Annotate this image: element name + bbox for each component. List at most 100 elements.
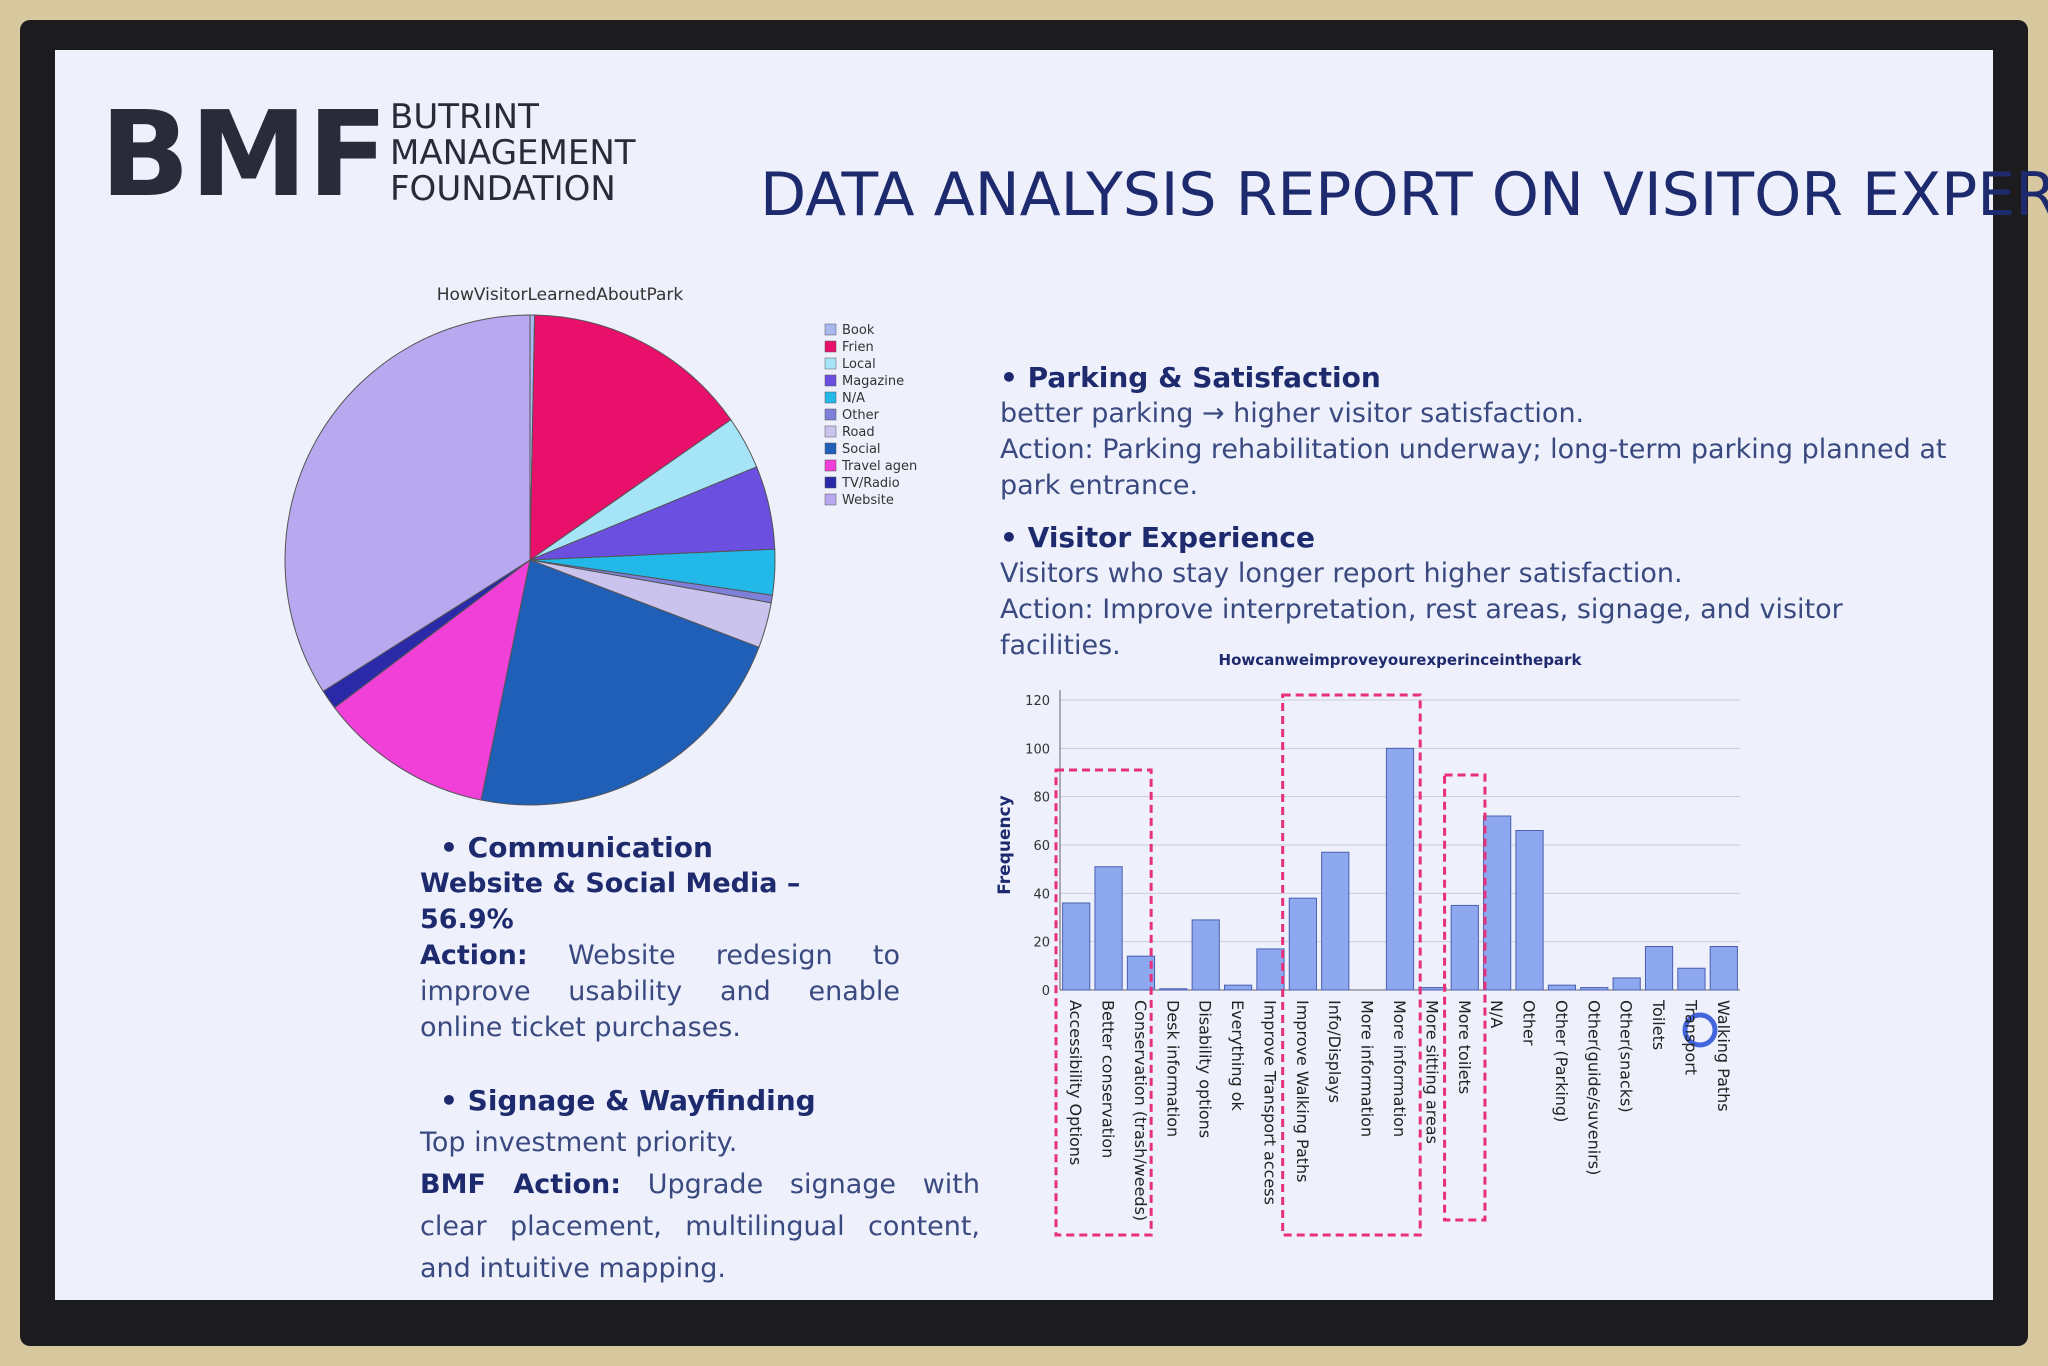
x-tick-label: Everything ok <box>1228 1000 1247 1112</box>
y-tick-label: 40 <box>1033 887 1050 902</box>
logo: BMF <box>100 85 388 223</box>
bar <box>1612 977 1641 991</box>
x-tick-label: Other (Parking) <box>1552 1000 1571 1122</box>
bar <box>1288 897 1317 991</box>
y-axis-label: Frequency <box>995 795 1015 895</box>
action-label: Action: <box>420 940 528 971</box>
x-tick-label: Improve Walking Paths <box>1293 1000 1312 1183</box>
bar <box>1450 904 1479 991</box>
action-text: Website redesign to improve usability an… <box>420 940 900 1043</box>
section-heading: Communication <box>420 830 900 866</box>
org-line: FOUNDATION <box>390 169 616 209</box>
y-tick-label: 100 <box>1025 742 1050 757</box>
section-heading: Visitor Experience <box>1000 520 1960 556</box>
bar <box>1094 866 1123 991</box>
bar <box>1483 815 1512 991</box>
highlight-box <box>1054 768 1153 1237</box>
bar <box>1159 988 1188 991</box>
legend-swatch <box>824 340 837 353</box>
x-tick-label: Info/Displays <box>1325 1000 1344 1103</box>
legend-swatch <box>824 442 837 455</box>
bar <box>1677 967 1706 991</box>
communication: Communication Website & Social Media – 5… <box>420 830 900 1046</box>
legend-label: Website <box>842 493 894 508</box>
section-line: Top investment priority. <box>420 1127 738 1158</box>
y-tick-label: 20 <box>1033 936 1050 951</box>
legend-label: N/A <box>842 391 865 406</box>
legend-swatch <box>824 391 837 404</box>
legend-swatch <box>824 408 837 421</box>
pie-slice <box>333 558 531 801</box>
highlight-box <box>1443 773 1487 1222</box>
org-line: MANAGEMENT <box>390 133 636 173</box>
chart-title: HowVisitorLearnedAboutPark <box>437 285 684 305</box>
x-tick-label: Other <box>1520 1000 1539 1046</box>
bar <box>1256 948 1285 991</box>
x-tick-label: Conservation (trash/weeds) <box>1131 1000 1150 1221</box>
x-tick-label: Accessibility Options <box>1066 1000 1085 1165</box>
action-text: Upgrade signage with clear placement, mu… <box>420 1169 980 1284</box>
legend-swatch <box>824 476 837 489</box>
x-tick-label: Better conservation <box>1099 1000 1118 1158</box>
legend-label: Social <box>842 442 881 457</box>
y-tick-label: 120 <box>1025 694 1050 709</box>
icon <box>1682 1012 1718 1048</box>
legend-swatch <box>824 493 837 506</box>
section-heading: Parking & Satisfaction <box>1000 360 1960 396</box>
signage: Signage & Wayfinding Top investment prio… <box>420 1080 980 1290</box>
y-tick-label: 60 <box>1033 839 1050 854</box>
bar <box>1547 984 1577 991</box>
legend-swatch <box>824 357 837 370</box>
section-heading: Signage & Wayfinding <box>420 1080 980 1122</box>
x-tick-label: Other(snacks) <box>1617 1000 1636 1113</box>
legend-label: Other <box>842 408 880 423</box>
chart-title: Howcanweimproveyourexperinceinthepark <box>1219 651 1583 669</box>
x-tick-label: Transport <box>1681 999 1700 1075</box>
y-tick-label: 0 <box>1042 984 1050 999</box>
x-tick-label: Desk information <box>1163 1000 1182 1137</box>
legend-label: Magazine <box>842 374 904 389</box>
section-line: Action: Parking rehabilitation underway;… <box>1000 434 1947 501</box>
bar <box>1191 919 1220 991</box>
slide-title: DATA ANALYSIS REPORT ON VISITOR EXPERIEN… <box>760 160 2048 230</box>
x-tick-label: More information <box>1390 1000 1409 1137</box>
legend-label: TV/Radio <box>841 476 900 491</box>
legend-label: Book <box>842 323 875 338</box>
bar <box>1062 902 1091 991</box>
x-tick-label: More toilets <box>1455 1000 1474 1094</box>
x-tick-label: Walking Paths <box>1714 1000 1733 1112</box>
legend-swatch <box>824 425 837 438</box>
legend-label: Frien <box>842 340 874 355</box>
section-line: Action: Improve interpretation, rest are… <box>1000 594 1843 661</box>
pie-slice <box>529 314 732 561</box>
bar <box>1644 946 1674 991</box>
bar <box>1385 747 1415 991</box>
x-tick-label: Disability options <box>1196 1000 1215 1138</box>
x-tick-label: Improve Transport access <box>1260 1000 1279 1205</box>
bar <box>1321 851 1350 991</box>
section-line: better parking → higher visitor satisfac… <box>1000 398 1585 429</box>
legend-label: Local <box>842 357 876 372</box>
action-label: BMF Action: <box>420 1169 622 1200</box>
x-tick-label: Toilets <box>1649 999 1668 1050</box>
section-line: Visitors who stay longer report higher s… <box>1000 558 1683 589</box>
section: Visitor Experience Visitors who stay lon… <box>1000 520 1960 664</box>
highlight-box <box>1281 693 1422 1237</box>
highlight: Website & Social Media – 56.9% <box>420 868 801 935</box>
legend-label: Travel agen <box>841 459 917 474</box>
bar <box>1223 984 1253 991</box>
legend-swatch <box>824 374 837 387</box>
bar <box>1580 987 1609 991</box>
org-line: BUTRINT <box>390 97 539 137</box>
bar <box>1515 830 1544 991</box>
x-tick-label: More sitting areas <box>1422 1000 1441 1144</box>
y-tick-label: 80 <box>1033 791 1050 806</box>
bar <box>1418 987 1447 991</box>
legend-label: Road <box>842 425 875 440</box>
legend-swatch <box>824 323 837 336</box>
x-tick-label: Other(guide/suvenirs) <box>1584 1000 1603 1175</box>
pie-slice <box>480 559 760 806</box>
pie-slice <box>284 314 531 692</box>
